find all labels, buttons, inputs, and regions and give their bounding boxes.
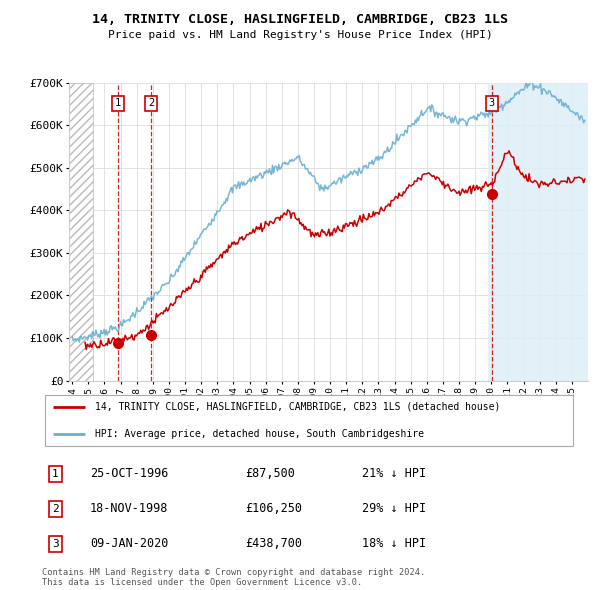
Text: 1: 1	[115, 99, 121, 109]
Text: 29% ↓ HPI: 29% ↓ HPI	[362, 502, 427, 516]
Text: £87,500: £87,500	[245, 467, 295, 480]
Text: £438,700: £438,700	[245, 537, 302, 550]
Text: Price paid vs. HM Land Registry's House Price Index (HPI): Price paid vs. HM Land Registry's House …	[107, 30, 493, 40]
Text: 2: 2	[148, 99, 154, 109]
Text: 2: 2	[52, 504, 59, 514]
Text: 1: 1	[52, 469, 59, 479]
Text: HPI: Average price, detached house, South Cambridgeshire: HPI: Average price, detached house, Sout…	[95, 429, 424, 439]
Text: 09-JAN-2020: 09-JAN-2020	[90, 537, 169, 550]
Text: 14, TRINITY CLOSE, HASLINGFIELD, CAMBRIDGE, CB23 1LS (detached house): 14, TRINITY CLOSE, HASLINGFIELD, CAMBRID…	[95, 402, 501, 412]
Text: 18% ↓ HPI: 18% ↓ HPI	[362, 537, 427, 550]
Text: 14, TRINITY CLOSE, HASLINGFIELD, CAMBRIDGE, CB23 1LS: 14, TRINITY CLOSE, HASLINGFIELD, CAMBRID…	[92, 13, 508, 26]
Text: 3: 3	[52, 539, 59, 549]
Text: Contains HM Land Registry data © Crown copyright and database right 2024.
This d: Contains HM Land Registry data © Crown c…	[42, 568, 425, 587]
FancyBboxPatch shape	[44, 395, 574, 446]
Bar	[64, 83, 93, 381]
Text: 21% ↓ HPI: 21% ↓ HPI	[362, 467, 427, 480]
Bar	[488, 83, 600, 381]
Text: 18-NOV-1998: 18-NOV-1998	[90, 502, 169, 516]
Text: £106,250: £106,250	[245, 502, 302, 516]
Text: 3: 3	[488, 99, 495, 109]
Text: 25-OCT-1996: 25-OCT-1996	[90, 467, 169, 480]
